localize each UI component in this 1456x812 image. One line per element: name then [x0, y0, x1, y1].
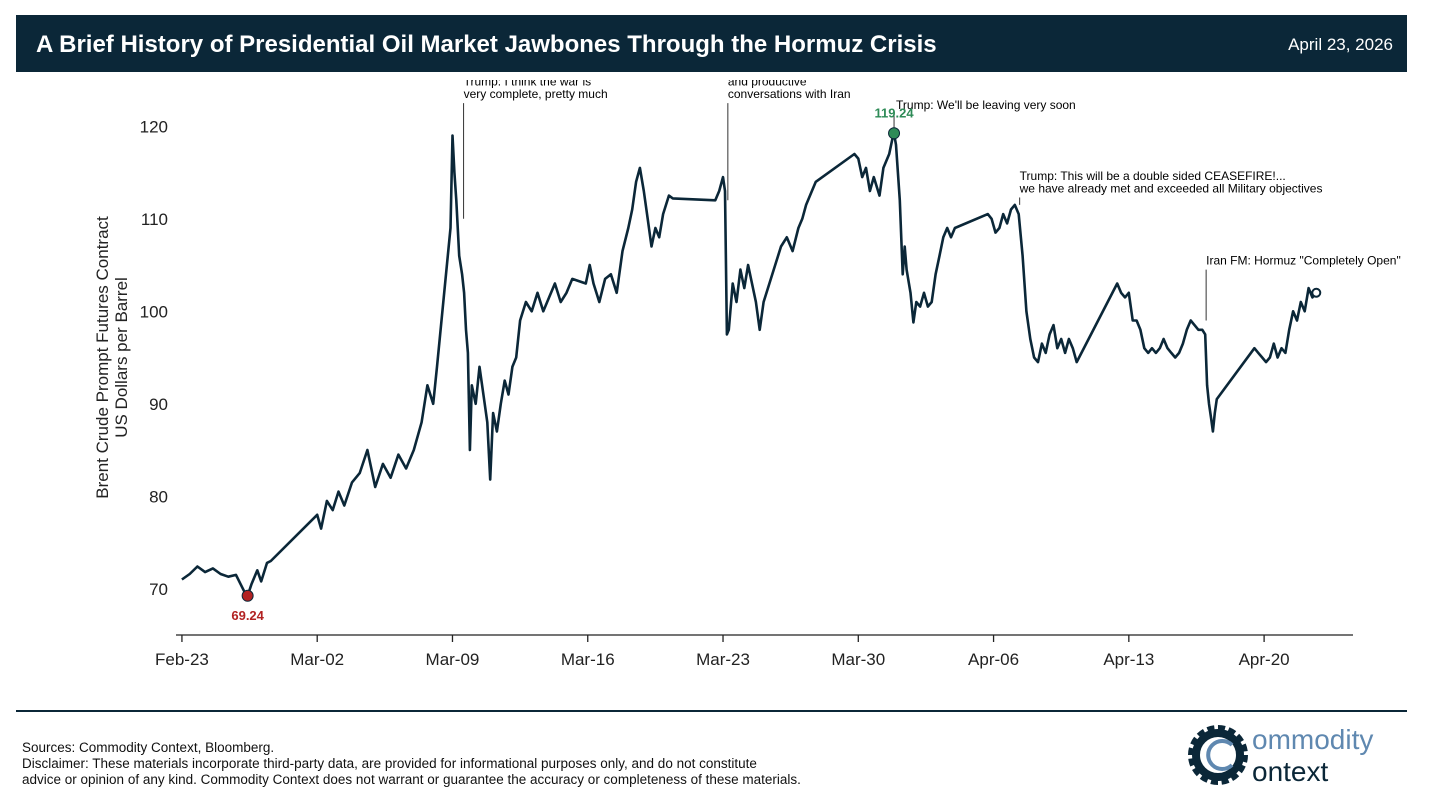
annotation-text: Trump: We'll be leaving very soon [896, 98, 1076, 112]
logo-word-context: ontext [1252, 756, 1328, 787]
y-tick-label: 90 [149, 395, 168, 414]
x-tick-label: Feb-23 [155, 650, 209, 669]
chart-svg: 70 80 90 100 110 120 Brent Crude Prompt Futur… [93, 80, 1401, 669]
x-tick-label: Mar-09 [426, 650, 480, 669]
annotation-text: conversations with Iran [728, 87, 851, 101]
min-point-marker [241, 589, 254, 602]
disclaimer-line-1: Disclaimer: These materials incorporate … [22, 756, 757, 771]
y-tick-label: 80 [149, 487, 168, 506]
extreme-markers: 69.24 119.24 [231, 105, 1322, 623]
y-axis: 70 80 90 100 110 120 [140, 117, 168, 599]
x-axis: Feb-23 Mar-02 Mar-09 Mar-16 Mar-23 Mar-30 Apr-… [155, 634, 1353, 669]
chart-title: A Brief History of Presidential Oil Mark… [36, 31, 937, 58]
commodity-context-logo: ommodity ontext [1188, 724, 1373, 787]
last-point-marker [1311, 287, 1322, 298]
min-point-label: 69.24 [231, 608, 264, 623]
y-tick-label: 110 [141, 210, 168, 229]
footer-divider [16, 710, 1407, 712]
annotation-text: and productive [728, 80, 807, 89]
x-tick-label: Apr-20 [1239, 650, 1290, 669]
max-point-marker [888, 127, 901, 140]
x-tick-label: Mar-30 [831, 650, 885, 669]
y-tick-label: 120 [140, 117, 168, 136]
y-tick-label: 100 [140, 302, 168, 321]
y-axis-title-line1: Brent Crude Prompt Futures Contract [93, 216, 112, 499]
series-line-brent [181, 132, 1318, 598]
footer: Sources: Commodity Context, Bloomberg. D… [22, 740, 801, 788]
sources-text: Sources: Commodity Context, Bloomberg. [22, 740, 275, 755]
annotation-text: very complete, pretty much [464, 87, 608, 101]
annotation-text: Trump: This will be a double sided CEASE… [1020, 169, 1286, 183]
y-tick-label: 70 [149, 580, 168, 599]
x-tick-label: Apr-06 [968, 650, 1019, 669]
annotation-text: Iran FM: Hormuz "Completely Open" [1206, 254, 1401, 268]
x-tick-label: Mar-23 [696, 650, 750, 669]
disclaimer-line-2: advice or opinion of any kind. Commodity… [22, 772, 801, 787]
gear-icon [1188, 725, 1248, 785]
x-tick-label: Mar-16 [561, 650, 615, 669]
y-axis-title-line2: US Dollars per Barrel [112, 277, 131, 438]
logo-word-commodity: ommodity [1252, 724, 1373, 755]
annotation-text: Trump: I think the war is [464, 80, 592, 89]
max-point-label: 119.24 [875, 105, 915, 120]
annotation-text: we have already met and exceeded all Mil… [1019, 181, 1323, 195]
x-tick-label: Mar-02 [290, 650, 344, 669]
logo-c-top [1206, 739, 1234, 771]
title-bar: A Brief History of Presidential Oil Mark… [16, 15, 1407, 72]
chart-date: April 23, 2026 [1288, 35, 1393, 54]
x-tick-label: Apr-13 [1103, 650, 1154, 669]
